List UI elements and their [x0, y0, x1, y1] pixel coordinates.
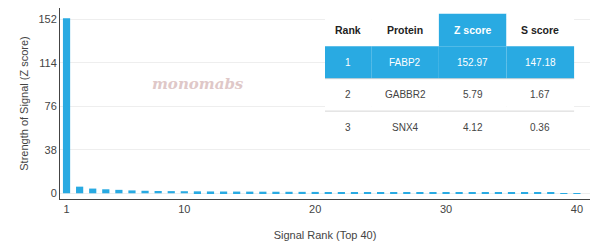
svg-text:1: 1 — [63, 203, 69, 215]
svg-text:76: 76 — [45, 100, 57, 112]
svg-text:Strength of Signal (Z score): Strength of Signal (Z score) — [18, 36, 30, 171]
svg-text:40: 40 — [571, 203, 583, 215]
svg-text:114: 114 — [39, 57, 57, 69]
svg-text:20: 20 — [309, 203, 321, 215]
svg-text:Signal Rank (Top 40): Signal Rank (Top 40) — [274, 229, 377, 241]
svg-text:FABP2: FABP2 — [389, 57, 421, 68]
svg-text:1: 1 — [345, 57, 351, 68]
svg-text:152.97: 152.97 — [457, 57, 488, 68]
svg-text:Rank: Rank — [335, 24, 361, 36]
svg-text:S score: S score — [521, 24, 559, 36]
svg-text:152: 152 — [38, 13, 56, 25]
svg-text:0.36: 0.36 — [530, 122, 550, 133]
svg-text:Z score: Z score — [454, 24, 492, 36]
svg-text:2: 2 — [345, 89, 351, 100]
svg-text:5.79: 5.79 — [463, 89, 483, 100]
svg-text:SNX4: SNX4 — [392, 122, 419, 133]
svg-text:Protein: Protein — [387, 24, 423, 36]
svg-text:30: 30 — [440, 203, 452, 215]
svg-text:4.12: 4.12 — [463, 122, 483, 133]
svg-text:3: 3 — [345, 122, 351, 133]
svg-text:38: 38 — [45, 144, 57, 156]
svg-text:147.18: 147.18 — [525, 57, 556, 68]
svg-text:1.67: 1.67 — [530, 89, 550, 100]
svg-text:0: 0 — [51, 187, 57, 199]
svg-text:10: 10 — [178, 203, 190, 215]
svg-text:monomabs: monomabs — [152, 75, 244, 93]
svg-text:GABBR2: GABBR2 — [385, 89, 426, 100]
